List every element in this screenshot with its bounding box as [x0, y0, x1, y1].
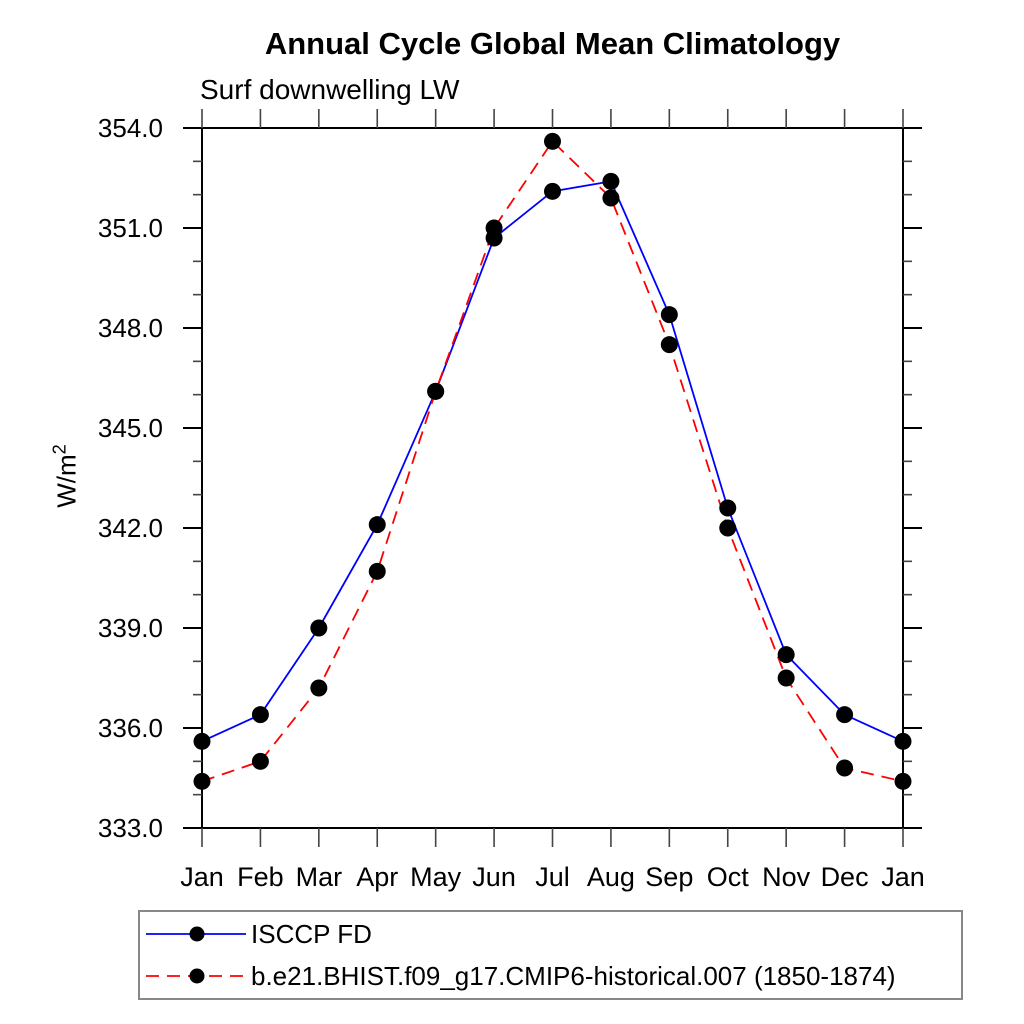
x-tick-label: Mar: [296, 862, 343, 892]
x-tick-label: Feb: [237, 862, 284, 892]
y-tick-label: 339.0: [98, 613, 163, 643]
x-tick-label: Jun: [472, 862, 516, 892]
x-tick-label: Nov: [762, 862, 811, 892]
legend-marker: [189, 926, 205, 942]
series-1-marker: [251, 752, 269, 770]
x-tick-label: Jan: [180, 862, 224, 892]
legend-row-model: b.e21.BHIST.f09_g17.CMIP6-historical.007…: [144, 955, 961, 997]
legend-label-isccp: ISCCP FD: [251, 918, 372, 949]
series-1-marker: [427, 382, 445, 400]
x-tick-label: Oct: [707, 862, 750, 892]
legend-line-sample-isccp: [146, 926, 246, 942]
legend: ISCCP FD b.e21.BHIST.f09_g17.CMIP6-histo…: [138, 910, 963, 1000]
x-tick-label: Aug: [587, 862, 635, 892]
series-0-marker: [602, 172, 620, 190]
y-tick-label: 348.0: [98, 313, 163, 343]
x-tick-label: Jan: [881, 862, 925, 892]
series-1-marker: [777, 669, 795, 687]
series-0-marker: [836, 706, 854, 724]
series-1-marker: [602, 189, 620, 207]
series-0-marker: [544, 182, 561, 200]
legend-line-sample-model: [146, 968, 246, 984]
chart-title: Annual Cycle Global Mean Climatology: [264, 26, 841, 61]
series-1-marker: [544, 132, 561, 150]
series-1-marker: [485, 219, 503, 237]
series-0-marker: [251, 706, 269, 724]
x-tick-label: Sep: [645, 862, 693, 892]
series-0-marker: [310, 619, 328, 637]
y-tick-label: 333.0: [98, 813, 163, 843]
legend-marker: [189, 968, 205, 984]
series-0-marker: [660, 306, 678, 324]
series-1-marker: [310, 679, 328, 697]
series-line-0: [201, 180, 904, 743]
legend-label-model: b.e21.BHIST.f09_g17.CMIP6-historical.007…: [251, 960, 896, 991]
series-0-marker: [719, 499, 737, 517]
series-0-marker: [894, 732, 912, 750]
series-0-marker: [777, 646, 795, 664]
chart-subtitle: Surf downwelling LW: [200, 74, 460, 105]
series-1-marker: [368, 562, 386, 580]
series-1-marker: [894, 772, 912, 790]
y-tick-label: 336.0: [98, 713, 163, 743]
y-tick-label: 354.0: [98, 113, 163, 143]
series-1-marker: [660, 336, 678, 354]
series-1-marker: [836, 759, 854, 777]
x-tick-label: Jul: [535, 862, 570, 892]
plot-frame: [201, 127, 904, 829]
y-tick-label: 342.0: [98, 513, 163, 543]
legend-row-isccp: ISCCP FD: [144, 913, 961, 955]
y-tick-label: 345.0: [98, 413, 163, 443]
x-tick-label: Dec: [821, 862, 869, 892]
x-tick-label: May: [410, 862, 462, 892]
series-0-marker: [368, 516, 386, 534]
series-0-marker: [193, 732, 211, 750]
series-1-marker: [719, 519, 737, 537]
x-tick-label: Apr: [356, 862, 398, 892]
y-tick-label: 351.0: [98, 213, 163, 243]
series-line-1: [201, 139, 904, 783]
series-1-marker: [193, 772, 211, 790]
